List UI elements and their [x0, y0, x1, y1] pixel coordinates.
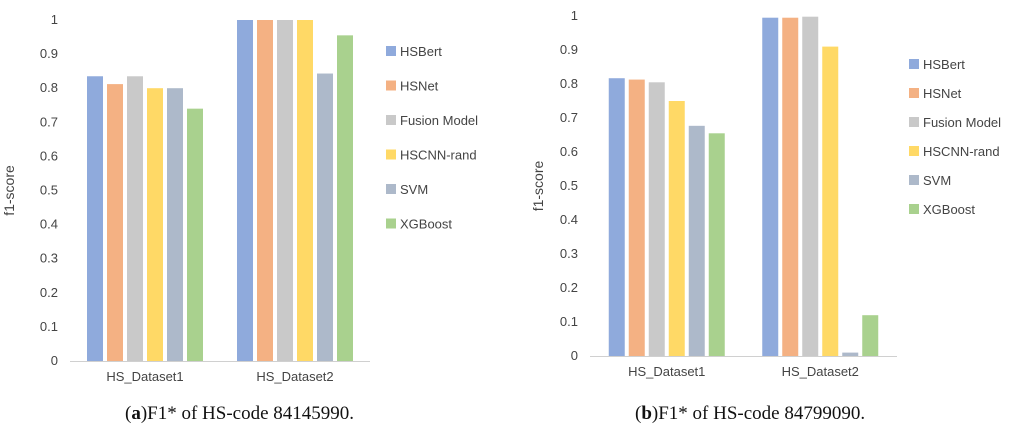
y-axis-label-a: f1-score — [1, 165, 17, 216]
x-category-label-b: HS_Dataset2 — [782, 364, 859, 379]
bar-b-hs-dataset1-svm — [688, 125, 705, 356]
bar-a-hs-dataset1-hsbert — [87, 76, 103, 361]
caption-a-text: F1* of HS-code 84145990. — [147, 403, 355, 424]
bar-b-hs-dataset1-hsbert — [608, 78, 625, 356]
legend-swatch-a — [386, 46, 396, 56]
bar-a-hs-dataset2-xgboost — [337, 35, 353, 361]
bar-b-hs-dataset2-xgboost — [862, 315, 879, 356]
legend-label-b: Fusion Model — [923, 115, 1001, 130]
legend-label-a: HSNet — [400, 79, 439, 94]
bar-b-hs-dataset2-hsbert — [762, 17, 779, 356]
legend-label-a: HSCNN-rand — [400, 148, 477, 163]
bar-b-hs-dataset2-fusion-model — [802, 16, 819, 357]
caption-b: (b)F1* of HS-code 84799090. — [635, 403, 866, 424]
bar-b-hs-dataset1-hscnn-rand — [668, 101, 685, 356]
legend-label-a: Fusion Model — [400, 113, 478, 128]
legend-label-a: HSBert — [400, 44, 442, 59]
bar-b-hs-dataset2-hsnet — [782, 17, 799, 356]
ytick-label-a: 0.8 — [40, 80, 58, 95]
legend-swatch-a — [386, 80, 396, 91]
ytick-label-a: 0.6 — [40, 148, 58, 163]
chart-b: 0 0.1 0.2 0.3 0.4 0.5 0.6 0.7 0.8 0.9 1 f1-score HS_… — [530, 8, 1001, 379]
bar-a-hs-dataset2-hsnet — [257, 20, 273, 361]
bar-a-hs-dataset1-fusion-model — [127, 76, 143, 361]
bar-a-hs-dataset2-fusion-model — [277, 20, 293, 361]
x-category-label-a: HS_Dataset2 — [256, 369, 333, 384]
ytick-label-b: 0.5 — [560, 178, 578, 193]
caption-a-letter: a — [131, 403, 141, 424]
legend-swatch-b — [909, 204, 919, 214]
bar-b-hs-dataset2-hscnn-rand — [822, 46, 839, 356]
bar-b-hs-dataset1-xgboost — [708, 133, 725, 356]
bar-a-hs-dataset1-svm — [167, 88, 183, 361]
ytick-label-b: 0.4 — [560, 212, 578, 227]
ytick-label-b: 0.9 — [560, 42, 578, 57]
ytick-label-b: 0.8 — [560, 76, 578, 91]
bar-a-hs-dataset2-hsbert — [237, 20, 253, 361]
legend-swatch-b — [909, 146, 919, 156]
ytick-label-a: 0.5 — [40, 183, 58, 198]
x-category-label-a: HS_Dataset1 — [106, 369, 183, 384]
legend-label-a: SVM — [400, 182, 428, 197]
legend-swatch-b — [909, 175, 919, 185]
ytick-label-b: 0.1 — [560, 314, 578, 329]
ytick-label-a: 0.4 — [40, 217, 58, 232]
y-axis-label-b: f1-score — [530, 161, 546, 212]
legend-swatch-a — [386, 218, 396, 229]
legend-label-b: HSBert — [923, 57, 965, 72]
legend-label-b: HSCNN-rand — [923, 144, 1000, 159]
bar-b-hs-dataset1-fusion-model — [648, 82, 665, 357]
legend-label-b: SVM — [923, 173, 951, 188]
ytick-label-a: 0.2 — [40, 285, 58, 300]
ytick-label-a: 0.3 — [40, 251, 58, 266]
ytick-label-b: 0.3 — [560, 246, 578, 261]
ytick-label-a: 0.7 — [40, 114, 58, 129]
legend-swatch-b — [909, 117, 919, 127]
bar-b-hs-dataset2-svm — [842, 352, 859, 356]
ytick-label-b: 1 — [571, 8, 578, 23]
bar-a-hs-dataset1-xgboost — [187, 108, 203, 361]
legend-label-a: XGBoost — [400, 217, 452, 232]
legend-swatch-a — [386, 115, 396, 125]
bar-a-hs-dataset1-hscnn-rand — [147, 88, 163, 361]
x-category-label-b: HS_Dataset1 — [628, 364, 705, 379]
chart-a: 0 0.1 0.2 0.3 0.4 0.5 0.6 0.7 0.8 0.9 1 f1-score HS_… — [1, 12, 478, 384]
ytick-label-b: 0.7 — [560, 110, 578, 125]
ytick-label-b: 0.6 — [560, 144, 578, 159]
legend-label-b: XGBoost — [923, 202, 975, 217]
ytick-label-b: 0.2 — [560, 280, 578, 295]
bar-a-hs-dataset2-hscnn-rand — [297, 20, 313, 361]
caption-a: (a)F1* of HS-code 84145990. — [125, 403, 355, 424]
legend-swatch-a — [386, 149, 396, 160]
ytick-label-a: 0.1 — [40, 319, 58, 334]
caption-b-text: F1* of HS-code 84799090. — [658, 403, 866, 424]
bar-b-hs-dataset1-hsnet — [628, 79, 645, 356]
legend-swatch-a — [386, 184, 396, 194]
bar-a-hs-dataset1-hsnet — [107, 84, 123, 361]
legend-label-b: HSNet — [923, 86, 962, 101]
ytick-label-b: 0 — [571, 348, 578, 363]
chart-panel-b: 0 0.1 0.2 0.3 0.4 0.5 0.6 0.7 0.8 0.9 1 f1-score HS_… — [515, 0, 1022, 433]
ytick-label-a: 0.9 — [40, 46, 58, 61]
chart-panel-a: 0 0.1 0.2 0.3 0.4 0.5 0.6 0.7 0.8 0.9 1 f1-score HS_… — [0, 0, 500, 433]
ytick-label-a: 0 — [51, 353, 58, 368]
legend-swatch-b — [909, 88, 919, 98]
legend-swatch-b — [909, 59, 919, 69]
bar-a-hs-dataset2-svm — [317, 73, 333, 362]
caption-b-letter: b — [641, 403, 652, 424]
ytick-label-a: 1 — [51, 12, 58, 27]
